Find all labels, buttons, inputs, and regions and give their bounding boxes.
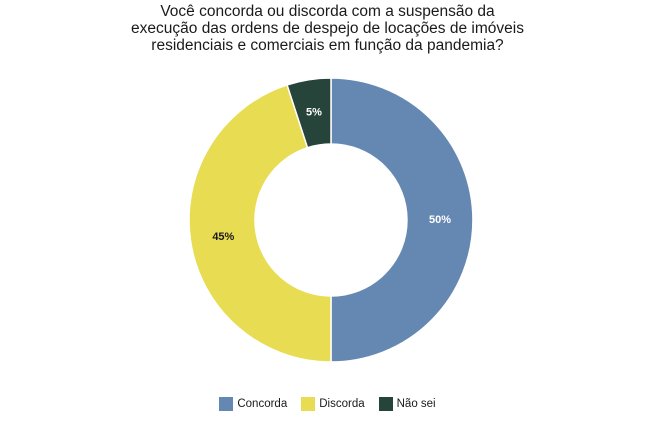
chart-title-line-2: execução das ordens de despejo de locaçõ… [131, 20, 524, 37]
legend-label-concorda: Concorda [237, 398, 288, 410]
slice-label-nao-sei: 5% [306, 106, 322, 118]
legend-swatch-nao-sei [378, 397, 393, 411]
chart-legend: Concorda Discorda Não sei [0, 397, 655, 411]
legend-item-discorda: Discorda [301, 397, 365, 411]
chart-title: Você concorda ou discorda com a suspensã… [0, 3, 655, 54]
slice-discorda [188, 84, 332, 363]
chart-title-line-1: Você concorda ou discorda com a suspensã… [160, 3, 495, 20]
chart-title-line-3: residenciais e comerciais em função da p… [151, 37, 504, 54]
legend-item-concorda: Concorda [219, 397, 287, 411]
donut-labels: 50% 45% 5% [212, 106, 451, 243]
slice-concorda [330, 77, 474, 363]
legend-swatch-discorda [301, 397, 316, 411]
slice-nao-sei [286, 77, 332, 149]
slice-label-discorda: 45% [212, 231, 234, 243]
legend-swatch-concorda [219, 397, 234, 411]
legend-label-discorda: Discorda [319, 398, 365, 410]
legend-label-nao-sei: Não sei [396, 398, 436, 410]
slice-label-concorda: 50% [429, 214, 451, 226]
donut-slices [188, 77, 474, 363]
legend-item-nao-sei: Não sei [378, 397, 436, 411]
